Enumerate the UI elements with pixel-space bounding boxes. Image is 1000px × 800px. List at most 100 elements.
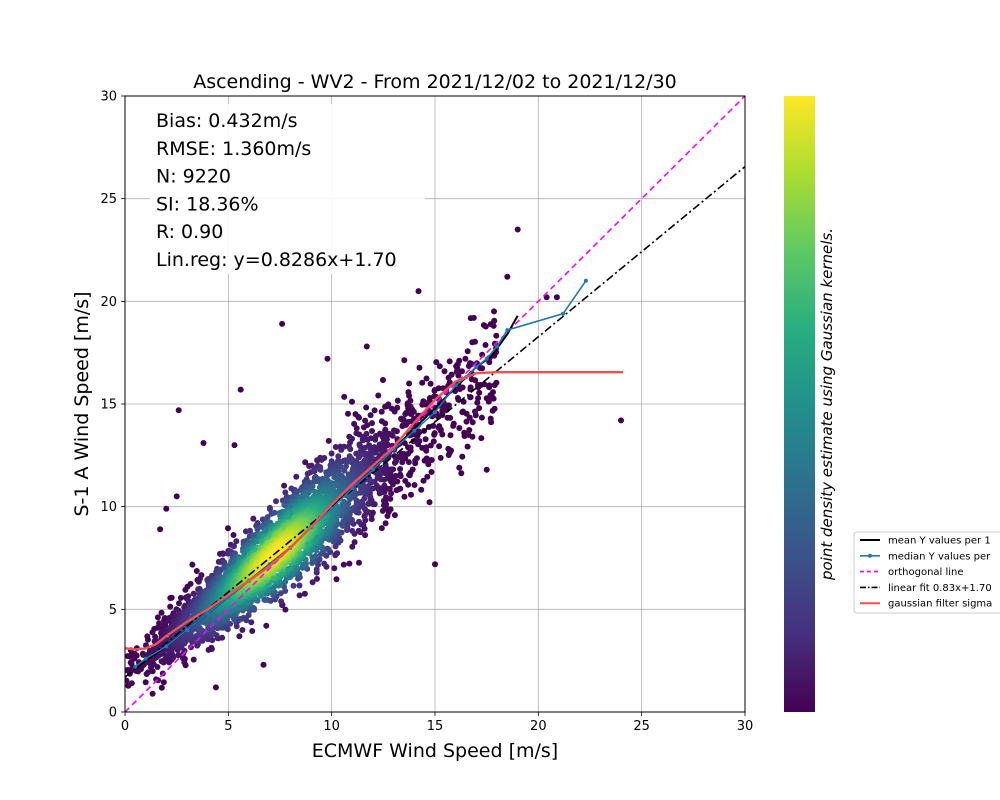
- scatter-point: [401, 493, 408, 500]
- scatter-point: [261, 596, 268, 603]
- scatter-point: [445, 445, 452, 452]
- scatter-point: [190, 656, 197, 663]
- scatter-point: [394, 397, 401, 404]
- scatter-point: [382, 520, 389, 527]
- median-marker: [371, 467, 375, 472]
- median-marker: [484, 356, 489, 361]
- scatter-point: [250, 515, 257, 522]
- scatter-point: [349, 543, 356, 550]
- scatter-point: [149, 690, 156, 697]
- scatter-point: [324, 355, 331, 362]
- scatter-point: [436, 443, 443, 450]
- scatter-point: [158, 684, 165, 691]
- scatter-point: [356, 414, 362, 421]
- scatter-point: [249, 628, 256, 634]
- scatter-point: [459, 453, 466, 460]
- scatter-point: [145, 669, 151, 676]
- scatter-point: [467, 315, 474, 322]
- scatter-point: [388, 490, 395, 497]
- scatter-point: [345, 410, 351, 417]
- median-marker: [583, 278, 588, 283]
- scatter-point: [173, 493, 180, 500]
- y-axis-label: S-1 A Wind Speed [m/s]: [71, 291, 93, 516]
- scatter-point: [463, 418, 470, 425]
- scatter-point: [353, 425, 360, 432]
- scatter-point: [296, 592, 303, 599]
- scatter-point: [405, 450, 412, 457]
- scatter-point: [360, 424, 367, 431]
- scatter-point: [332, 444, 339, 450]
- legend-label: median Y values per: [888, 551, 991, 562]
- scatter-point: [260, 661, 267, 668]
- scatter-point: [231, 543, 237, 550]
- scatter-point: [128, 680, 135, 687]
- scatter-point: [441, 368, 448, 375]
- scatter-point: [233, 538, 240, 545]
- scatter-point: [363, 404, 370, 411]
- scatter-point: [341, 393, 348, 400]
- stats-line: R: 0.90: [156, 221, 223, 243]
- scatter-point: [478, 414, 485, 421]
- scatter-point: [351, 539, 358, 546]
- scatter-point: [210, 629, 217, 636]
- scatter-point: [356, 442, 363, 449]
- x-tick-label: 5: [224, 719, 232, 734]
- scatter-point: [431, 387, 438, 394]
- scatter-point: [487, 321, 494, 328]
- scatter-point: [447, 432, 454, 439]
- series-line-3: [125, 165, 745, 678]
- scatter-point: [168, 594, 175, 601]
- scatter-point: [486, 359, 493, 366]
- scatter-point: [271, 509, 278, 516]
- scatter-point: [454, 395, 461, 401]
- scatter-point: [325, 437, 332, 444]
- scatter-point: [133, 652, 140, 659]
- scatter-point: [282, 502, 289, 509]
- scatter-point: [349, 527, 356, 534]
- scatter-point: [356, 559, 362, 566]
- y-tick-label: 5: [109, 603, 117, 618]
- scatter-point: [469, 339, 476, 346]
- series-line-2: [125, 96, 745, 712]
- x-tick-label: 15: [427, 719, 444, 734]
- scatter-point: [335, 453, 342, 460]
- scatter-point: [247, 527, 253, 534]
- scatter-point: [331, 474, 338, 481]
- scatter-point: [356, 518, 362, 525]
- scatter-point: [453, 363, 460, 370]
- scatter-point: [391, 408, 398, 415]
- x-tick-label: 25: [633, 719, 650, 734]
- scatter-point: [365, 500, 372, 507]
- scatter-point: [293, 473, 300, 480]
- scatter-point: [446, 358, 453, 365]
- scatter-point: [364, 436, 371, 443]
- median-marker: [350, 486, 355, 491]
- scatter-point: [339, 501, 346, 507]
- scatter-point: [318, 456, 325, 463]
- scatter-point: [200, 440, 207, 446]
- scatter-point: [435, 424, 442, 431]
- scatter-point: [424, 473, 431, 480]
- scatter-point: [371, 407, 378, 414]
- scatter-point: [347, 446, 354, 453]
- median-marker: [164, 644, 169, 649]
- x-tick-label: 0: [121, 719, 129, 734]
- scatter-point: [406, 392, 413, 399]
- scatter-point: [338, 446, 345, 453]
- scatter-point: [145, 636, 151, 643]
- scatter-point: [177, 594, 184, 601]
- scatter-point: [179, 655, 186, 662]
- scatter-point: [378, 525, 385, 532]
- scatter-point: [459, 368, 465, 375]
- scatter-point: [301, 590, 308, 597]
- series-line-4: [125, 371, 624, 651]
- scatter-point: [493, 332, 500, 339]
- scatter-point: [408, 491, 414, 498]
- axis-ticks: 0 5 10 15 20 25 30 0 5 10 15 20 25 30: [100, 90, 753, 735]
- scatter-point: [332, 543, 339, 550]
- scatter-point: [480, 322, 487, 329]
- scatter-point: [369, 428, 375, 434]
- stats-background: [150, 104, 425, 274]
- scatter-point: [160, 679, 167, 686]
